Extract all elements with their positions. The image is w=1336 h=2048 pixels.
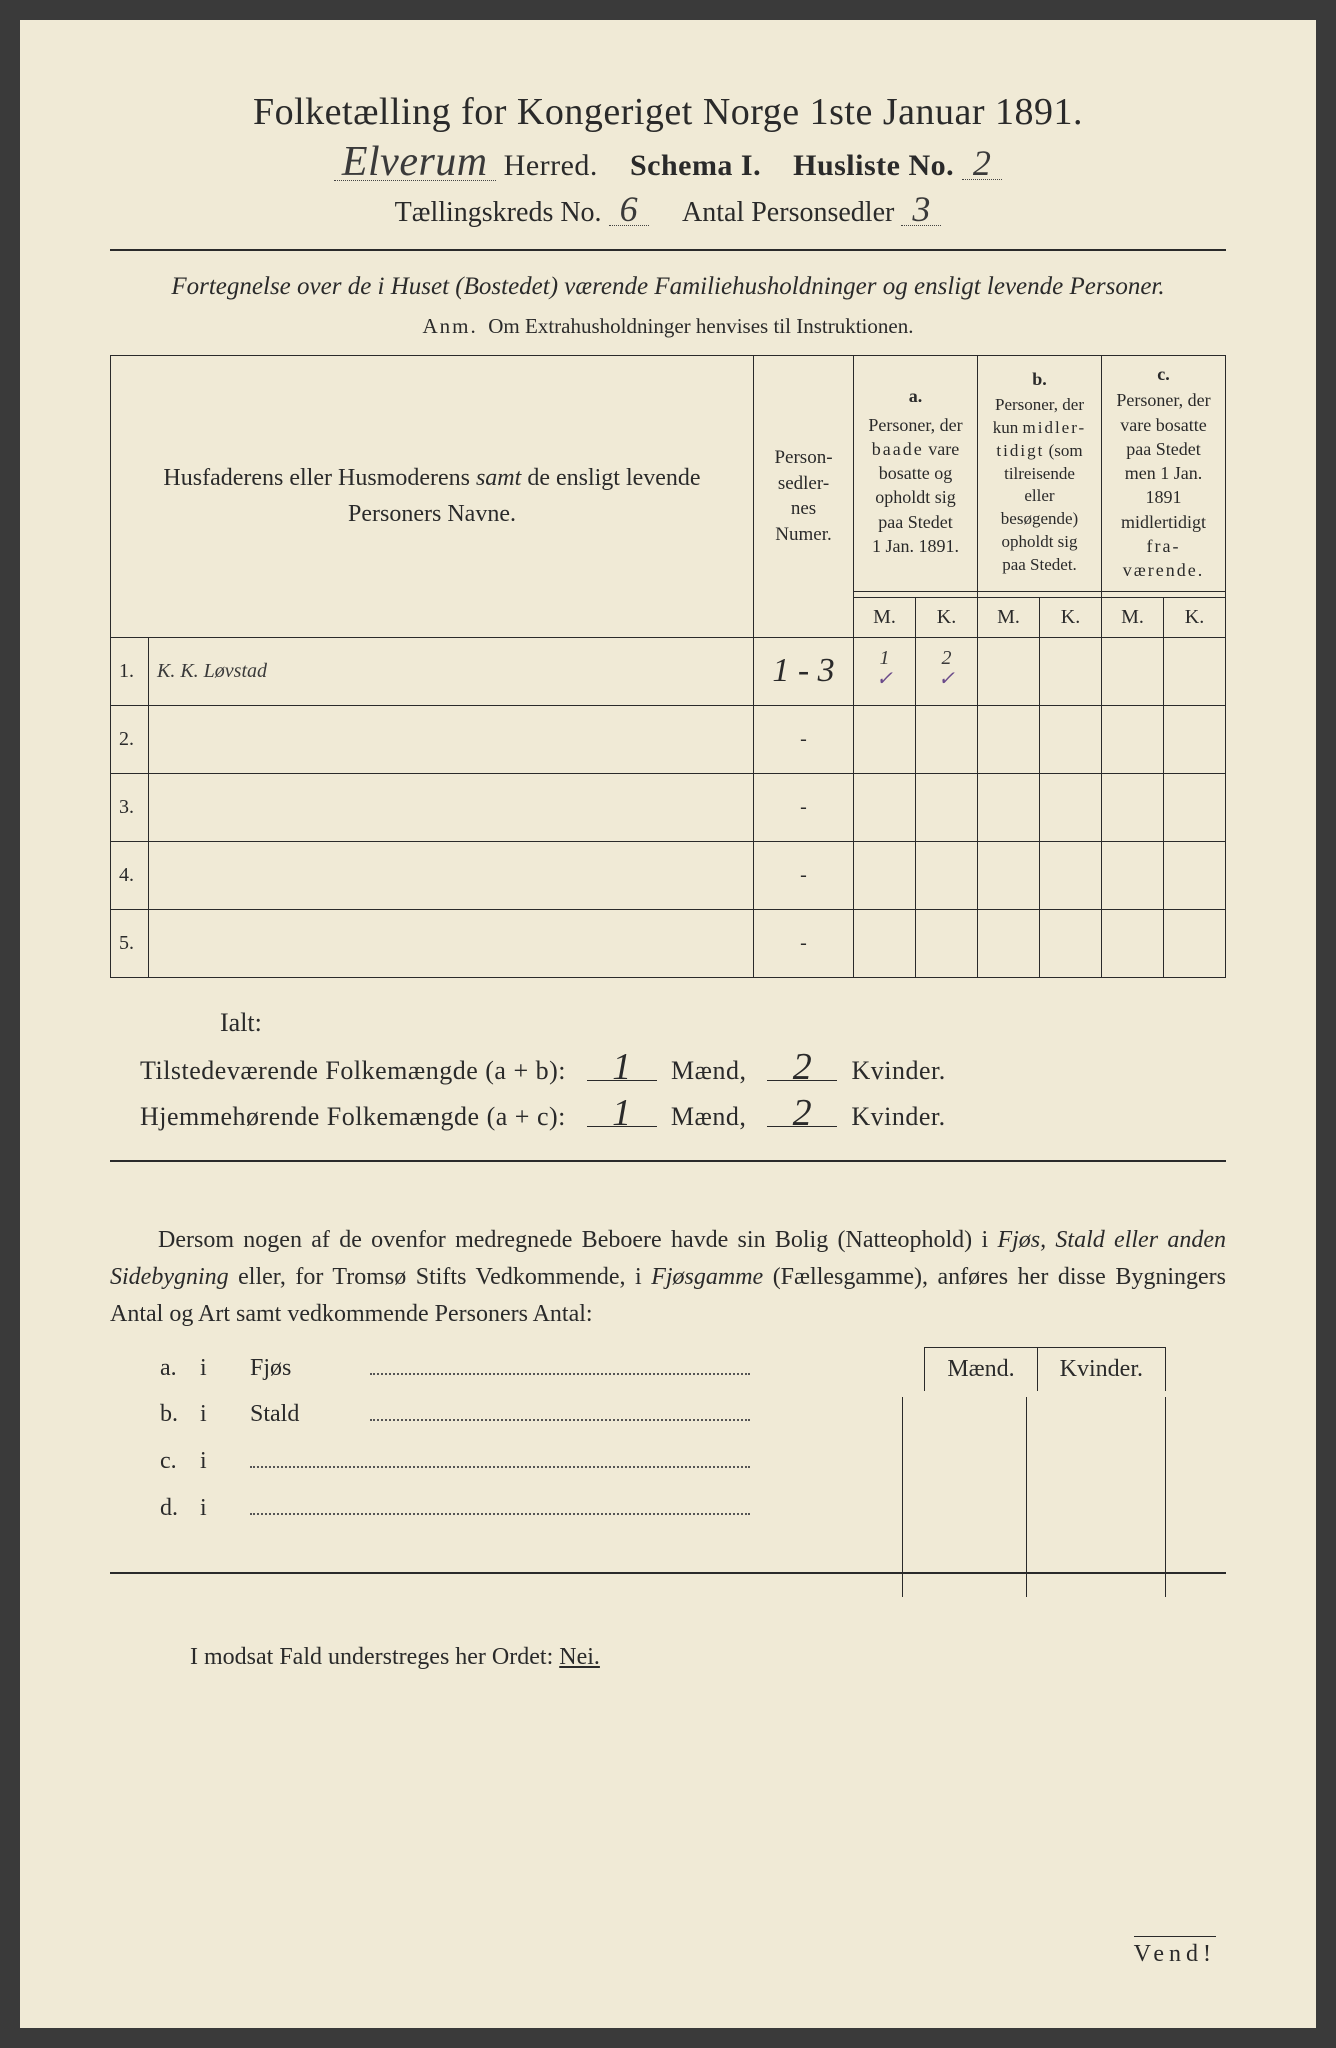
row-b-k — [1040, 637, 1102, 705]
antal-label: Antal Personsedler — [682, 197, 894, 228]
row-numer: - — [754, 705, 854, 773]
row-name — [149, 773, 754, 841]
building-section: Mænd. Kvinder. a. i Fjøs b. i Stald c. i… — [110, 1353, 1226, 1521]
table-row: 3. - — [111, 773, 1226, 841]
row-num: 5. — [111, 909, 149, 977]
col-c-m: M. — [1102, 597, 1164, 637]
row-num: 4. — [111, 841, 149, 909]
building-para: Dersom nogen af de ovenfor medregnede Be… — [110, 1222, 1226, 1334]
modsat-line: I modsat Fald understreges her Ordet: Ne… — [190, 1644, 1226, 1671]
sum-present-label: Tilstedeværende Folkemængde (a + b): — [140, 1056, 566, 1085]
modsat-nei: Nei. — [559, 1644, 600, 1670]
col-numer-header: Person-sedler-nesNumer. — [754, 356, 854, 638]
sum-present: Tilstedeværende Folkemængde (a + b): 1 M… — [140, 1054, 1226, 1086]
row-numer: - — [754, 841, 854, 909]
row-b-m — [978, 637, 1040, 705]
herred-label: Herred. — [504, 149, 598, 182]
husliste-value: 2 — [962, 147, 1002, 180]
table-row: 5. - — [111, 909, 1226, 977]
row-numer: - — [754, 773, 854, 841]
table-row: 4. - — [111, 841, 1226, 909]
kreds-label: Tællingskreds No. — [395, 197, 602, 228]
row-name — [149, 909, 754, 977]
row-a-k: 2✓ — [916, 637, 978, 705]
col-c-k: K. — [1164, 597, 1226, 637]
col-b-m: M. — [978, 597, 1040, 637]
schema-label: Schema I. — [630, 149, 761, 182]
sum-resident-label: Hjemmehørende Folkemængde (a + c): — [140, 1102, 566, 1131]
row-a-m: 1✓ — [854, 637, 916, 705]
mk-kvinder: Kvinder. — [1038, 1348, 1165, 1391]
header-line-3: Tællingskreds No. 6 Antal Personsedler 3 — [110, 193, 1226, 229]
col-b-header: b. Personer, der kun midler-tidigt (som … — [978, 356, 1102, 592]
col-names-header: Husfaderens eller Husmoderens samt de en… — [111, 356, 754, 638]
modsat-pre: I modsat Fald understreges her Ordet: — [190, 1644, 553, 1670]
herred-value: Elverum — [334, 146, 496, 181]
anm-note: Anm. Om Extrahusholdninger henvises til … — [110, 314, 1226, 339]
sum-present-k: 2 — [767, 1054, 837, 1082]
ialt-label: Ialt: — [220, 1008, 1226, 1038]
col-a-k: K. — [916, 597, 978, 637]
row-name — [149, 705, 754, 773]
row-name: K. K. Løvstad — [149, 637, 754, 705]
census-form-page: Folketælling for Kongeriget Norge 1ste J… — [20, 20, 1316, 2028]
sum-resident-k: 2 — [767, 1100, 837, 1128]
header-line-2: Elverum Herred. Schema I. Husliste No. 2 — [110, 146, 1226, 183]
row-num: 1. — [111, 637, 149, 705]
mk-header: Mænd. Kvinder. — [924, 1347, 1166, 1391]
page-title: Folketælling for Kongeriget Norge 1ste J… — [110, 90, 1226, 134]
row-num: 2. — [111, 705, 149, 773]
sum-resident-m: 1 — [587, 1100, 657, 1128]
row-numer: - — [754, 909, 854, 977]
table-row: 1. K. K. Løvstad 1 - 3 1✓ 2✓ — [111, 637, 1226, 705]
mk-columns — [902, 1397, 1166, 1597]
main-table: Husfaderens eller Husmoderens samt de en… — [110, 355, 1226, 978]
col-c-header: c. Personer, der vare bosatte paa Stedet… — [1102, 356, 1226, 592]
divider-1 — [110, 249, 1226, 251]
vend-label: Vend! — [1134, 1936, 1216, 1968]
row-c-k — [1164, 637, 1226, 705]
row-name — [149, 841, 754, 909]
sum-resident: Hjemmehørende Folkemængde (a + c): 1 Mæn… — [140, 1100, 1226, 1132]
row-num: 3. — [111, 773, 149, 841]
anm-label: Anm. — [423, 314, 478, 338]
husliste-label: Husliste No. — [793, 149, 954, 182]
sum-present-m: 1 — [587, 1054, 657, 1082]
antal-value: 3 — [901, 193, 941, 226]
divider-2 — [110, 1160, 1226, 1162]
subtitle: Fortegnelse over de i Huset (Bostedet) v… — [110, 269, 1226, 304]
anm-text: Om Extrahusholdninger henvises til Instr… — [488, 314, 913, 338]
mk-maend: Mænd. — [925, 1348, 1037, 1391]
table-row: 2. - — [111, 705, 1226, 773]
col-b-k: K. — [1040, 597, 1102, 637]
row-numer: 1 - 3 — [754, 637, 854, 705]
row-c-m — [1102, 637, 1164, 705]
kreds-value: 6 — [609, 193, 649, 226]
col-a-header: a. Personer, der baade vare bosatte og o… — [854, 356, 978, 592]
col-a-m: M. — [854, 597, 916, 637]
